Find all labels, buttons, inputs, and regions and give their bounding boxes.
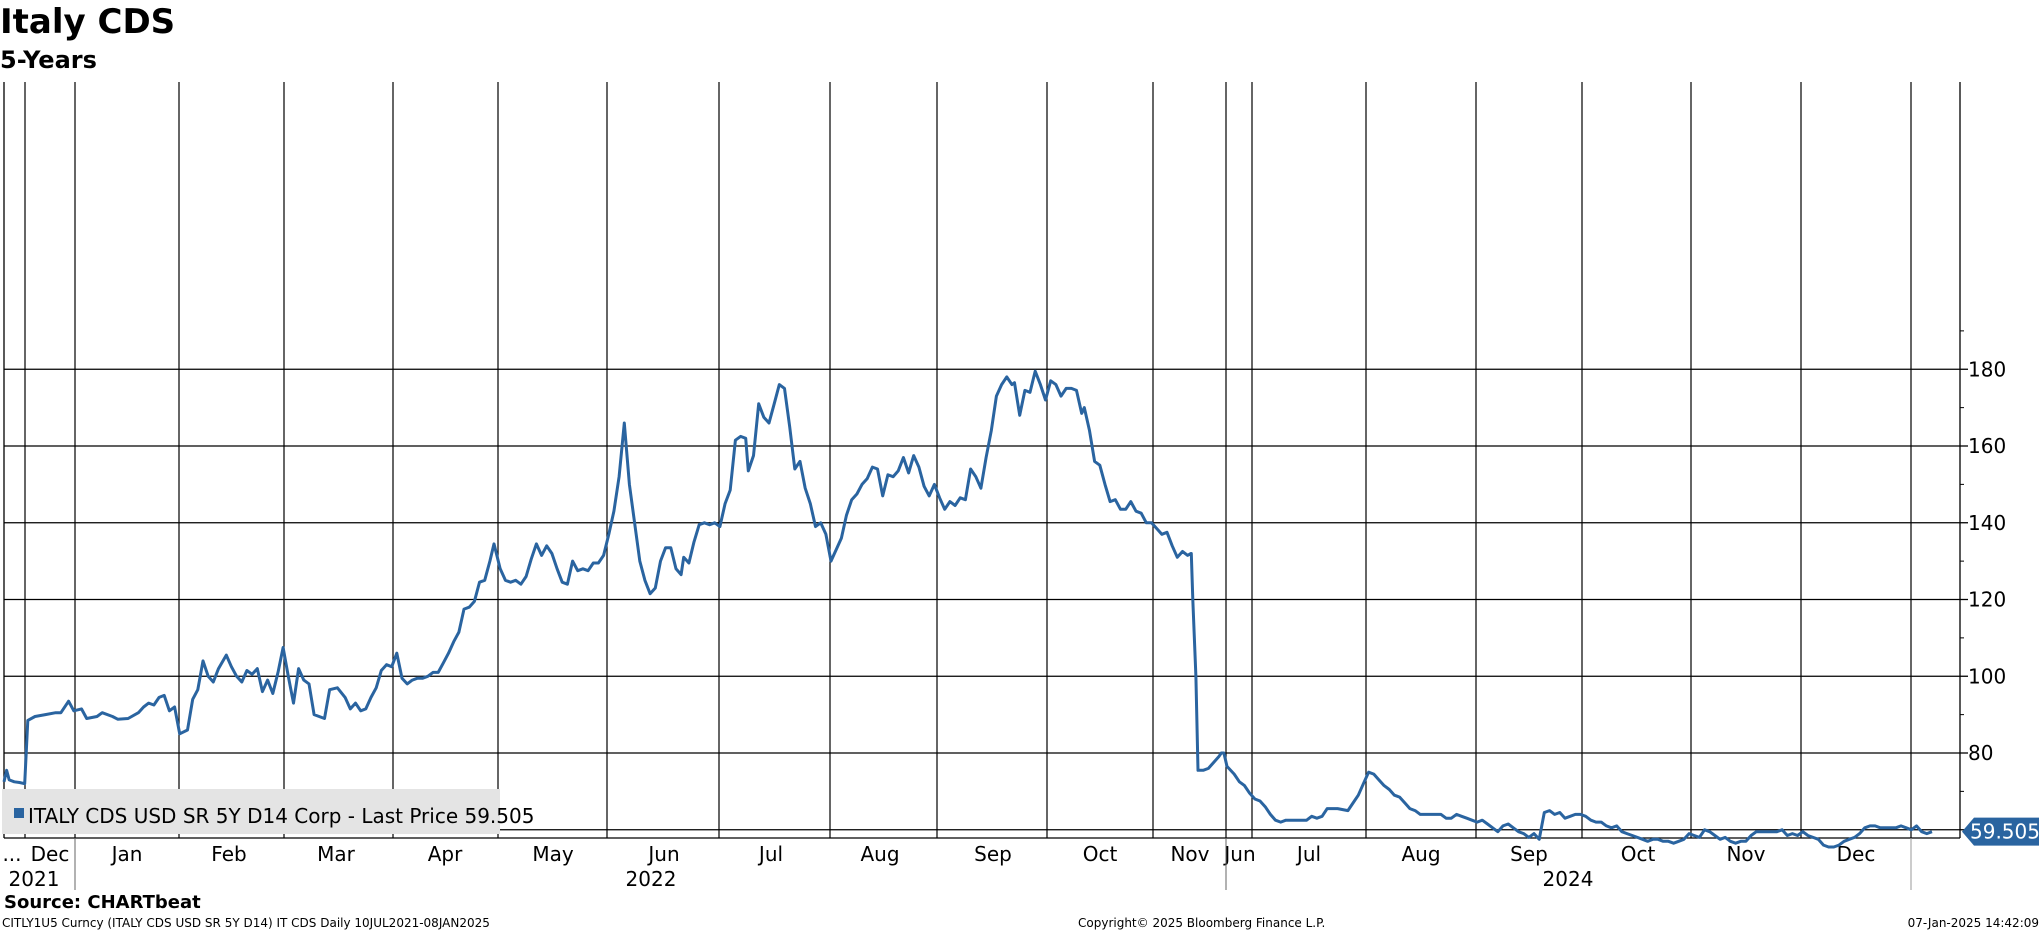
x-month-label: Aug (1401, 842, 1440, 866)
last-price-label: 59.505 (1962, 817, 2040, 846)
x-month-label: Nov (1726, 842, 1765, 866)
x-month-label: Oct (1621, 842, 1656, 866)
series-line-italy-cds (2, 369, 1933, 849)
x-month-label: Jul (757, 842, 783, 866)
x-month-label: Feb (211, 842, 246, 866)
x-month-label: Nov (1170, 842, 1209, 866)
x-month-label: May (532, 842, 574, 866)
footer-copyright: Copyright© 2025 Bloomberg Finance L.P. (1078, 916, 1325, 930)
x-month-label: Jun (646, 842, 679, 866)
x-month-label: Apr (428, 842, 463, 866)
x-year-label: 2022 (626, 867, 677, 891)
source-note: Source: CHARTbeat (4, 892, 201, 913)
grid-lines (4, 82, 1960, 838)
legend-background (2, 789, 500, 834)
y-axis: 80 100 120 140 160 180 (1960, 330, 2006, 831)
x-month-label: Sep (1510, 842, 1548, 866)
x-month-label: Oct (1083, 842, 1118, 866)
x-month-label: ... (2, 842, 21, 866)
y-tick-label: 140 (1968, 511, 2006, 535)
x-month-label: Mar (317, 842, 356, 866)
x-month-label: Dec (31, 842, 70, 866)
last-price-background (1962, 817, 2039, 846)
chart-title: Italy CDS (0, 2, 175, 42)
legend: ITALY CDS USD SR 5Y D14 Corp - Last Pric… (2, 789, 534, 834)
y-tick-label: 100 (1968, 664, 2006, 688)
chart-subtitle: 5-Years (0, 46, 97, 74)
y-tick-label: 80 (1968, 741, 1993, 765)
footer-timestamp: 07-Jan-2025 14:42:09 (1908, 916, 2039, 930)
footer-ticker: CITLY1U5 Curncy (ITALY CDS USD SR 5Y D14… (2, 916, 490, 930)
x-axis: ... Dec Jan Feb Mar Apr May Jun Jul Aug Sep Oct Nov J… (2, 838, 1912, 891)
x-month-label: Jul (1295, 842, 1321, 866)
x-month-label: Jun (1222, 842, 1255, 866)
x-month-label: Jan (110, 842, 143, 866)
x-month-label: Sep (974, 842, 1012, 866)
y-tick-label: 160 (1968, 434, 2006, 458)
x-year-label: 2024 (1543, 867, 1594, 891)
x-month-label: Dec (1837, 842, 1876, 866)
legend-swatch (14, 808, 24, 818)
last-price-value: 59.505 (1970, 820, 2040, 844)
legend-entry: ITALY CDS USD SR 5Y D14 Corp - Last Pric… (28, 804, 534, 828)
x-year-label: 2021 (9, 867, 60, 891)
y-tick-label: 120 (1968, 588, 2006, 612)
plot-frame (3, 82, 1961, 839)
y-tick-label: 180 (1968, 357, 2006, 381)
x-month-label: Aug (860, 842, 899, 866)
